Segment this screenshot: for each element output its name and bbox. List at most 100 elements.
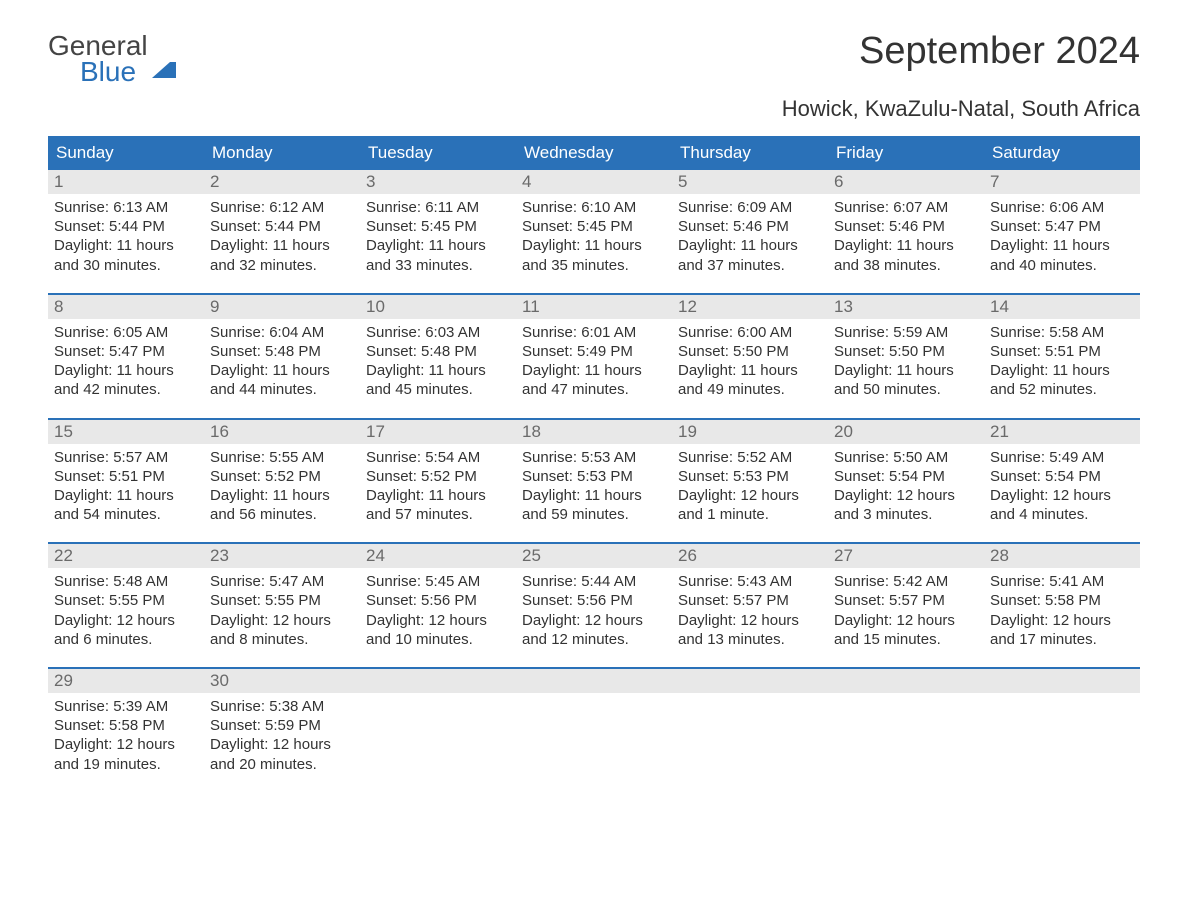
day-content: Sunrise: 5:59 AMSunset: 5:50 PMDaylight:…: [828, 319, 984, 408]
daylight-text: and 42 minutes.: [54, 380, 198, 399]
calendar-cell: 26Sunrise: 5:43 AMSunset: 5:57 PMDayligh…: [672, 544, 828, 657]
day-number: 14: [984, 295, 1140, 319]
sunset-text: Sunset: 5:54 PM: [990, 467, 1134, 486]
day-number: 12: [672, 295, 828, 319]
calendar-cell: 7Sunrise: 6:06 AMSunset: 5:47 PMDaylight…: [984, 170, 1140, 283]
calendar-cell: 1Sunrise: 6:13 AMSunset: 5:44 PMDaylight…: [48, 170, 204, 283]
day-number: 30: [204, 669, 360, 693]
day-label: Monday: [204, 136, 360, 170]
calendar-cell: [984, 669, 1140, 782]
calendar-cell: 14Sunrise: 5:58 AMSunset: 5:51 PMDayligh…: [984, 295, 1140, 408]
day-number: 26: [672, 544, 828, 568]
sunrise-text: Sunrise: 5:50 AM: [834, 448, 978, 467]
day-number: 24: [360, 544, 516, 568]
daylight-text: and 4 minutes.: [990, 505, 1134, 524]
calendar-week: 8Sunrise: 6:05 AMSunset: 5:47 PMDaylight…: [48, 293, 1140, 408]
daylight-text: Daylight: 11 hours: [366, 236, 510, 255]
day-number-empty: [984, 669, 1140, 693]
daylight-text: Daylight: 11 hours: [678, 236, 822, 255]
day-number: 8: [48, 295, 204, 319]
daylight-text: and 6 minutes.: [54, 630, 198, 649]
day-number: 11: [516, 295, 672, 319]
sunset-text: Sunset: 5:57 PM: [678, 591, 822, 610]
daylight-text: Daylight: 12 hours: [54, 735, 198, 754]
day-number: 10: [360, 295, 516, 319]
daylight-text: Daylight: 11 hours: [210, 236, 354, 255]
day-content: Sunrise: 5:49 AMSunset: 5:54 PMDaylight:…: [984, 444, 1140, 533]
calendar-cell: 4Sunrise: 6:10 AMSunset: 5:45 PMDaylight…: [516, 170, 672, 283]
daylight-text: Daylight: 12 hours: [366, 611, 510, 630]
day-content: Sunrise: 6:03 AMSunset: 5:48 PMDaylight:…: [360, 319, 516, 408]
daylight-text: and 40 minutes.: [990, 256, 1134, 275]
day-content: Sunrise: 6:10 AMSunset: 5:45 PMDaylight:…: [516, 194, 672, 283]
day-number: 16: [204, 420, 360, 444]
day-content: Sunrise: 5:57 AMSunset: 5:51 PMDaylight:…: [48, 444, 204, 533]
daylight-text: and 33 minutes.: [366, 256, 510, 275]
sunset-text: Sunset: 5:56 PM: [522, 591, 666, 610]
calendar-cell: 28Sunrise: 5:41 AMSunset: 5:58 PMDayligh…: [984, 544, 1140, 657]
sunrise-text: Sunrise: 5:52 AM: [678, 448, 822, 467]
sunset-text: Sunset: 5:55 PM: [210, 591, 354, 610]
sunrise-text: Sunrise: 6:06 AM: [990, 198, 1134, 217]
sunrise-text: Sunrise: 6:11 AM: [366, 198, 510, 217]
sunset-text: Sunset: 5:44 PM: [210, 217, 354, 236]
sunrise-text: Sunrise: 6:03 AM: [366, 323, 510, 342]
day-content: Sunrise: 5:43 AMSunset: 5:57 PMDaylight:…: [672, 568, 828, 657]
daylight-text: Daylight: 11 hours: [678, 361, 822, 380]
sunrise-text: Sunrise: 6:05 AM: [54, 323, 198, 342]
sunset-text: Sunset: 5:49 PM: [522, 342, 666, 361]
daylight-text: Daylight: 12 hours: [834, 486, 978, 505]
day-label: Saturday: [984, 136, 1140, 170]
daylight-text: Daylight: 12 hours: [210, 611, 354, 630]
daylight-text: and 52 minutes.: [990, 380, 1134, 399]
sunset-text: Sunset: 5:52 PM: [210, 467, 354, 486]
sunrise-text: Sunrise: 5:48 AM: [54, 572, 198, 591]
day-number: 2: [204, 170, 360, 194]
day-number: 15: [48, 420, 204, 444]
daylight-text: Daylight: 11 hours: [990, 236, 1134, 255]
sunrise-text: Sunrise: 5:45 AM: [366, 572, 510, 591]
sunset-text: Sunset: 5:50 PM: [834, 342, 978, 361]
calendar-cell: 18Sunrise: 5:53 AMSunset: 5:53 PMDayligh…: [516, 420, 672, 533]
calendar-day-header: SundayMondayTuesdayWednesdayThursdayFrid…: [48, 136, 1140, 170]
sunrise-text: Sunrise: 5:38 AM: [210, 697, 354, 716]
day-label: Tuesday: [360, 136, 516, 170]
calendar-week: 1Sunrise: 6:13 AMSunset: 5:44 PMDaylight…: [48, 170, 1140, 283]
daylight-text: Daylight: 12 hours: [834, 611, 978, 630]
daylight-text: Daylight: 12 hours: [210, 735, 354, 754]
day-number: 27: [828, 544, 984, 568]
daylight-text: and 3 minutes.: [834, 505, 978, 524]
calendar-cell: 19Sunrise: 5:52 AMSunset: 5:53 PMDayligh…: [672, 420, 828, 533]
daylight-text: and 17 minutes.: [990, 630, 1134, 649]
day-number-empty: [828, 669, 984, 693]
daylight-text: Daylight: 11 hours: [522, 236, 666, 255]
daylight-text: Daylight: 11 hours: [522, 486, 666, 505]
daylight-text: Daylight: 12 hours: [54, 611, 198, 630]
day-content: Sunrise: 6:04 AMSunset: 5:48 PMDaylight:…: [204, 319, 360, 408]
sunrise-text: Sunrise: 5:58 AM: [990, 323, 1134, 342]
day-number-empty: [516, 669, 672, 693]
sunrise-text: Sunrise: 5:54 AM: [366, 448, 510, 467]
day-number: 18: [516, 420, 672, 444]
daylight-text: and 12 minutes.: [522, 630, 666, 649]
daylight-text: and 15 minutes.: [834, 630, 978, 649]
sunset-text: Sunset: 5:44 PM: [54, 217, 198, 236]
sunset-text: Sunset: 5:52 PM: [366, 467, 510, 486]
sunrise-text: Sunrise: 5:47 AM: [210, 572, 354, 591]
sunset-text: Sunset: 5:46 PM: [834, 217, 978, 236]
daylight-text: Daylight: 11 hours: [210, 361, 354, 380]
location-subtitle: Howick, KwaZulu-Natal, South Africa: [48, 96, 1140, 122]
calendar-cell: 8Sunrise: 6:05 AMSunset: 5:47 PMDaylight…: [48, 295, 204, 408]
day-content: Sunrise: 6:09 AMSunset: 5:46 PMDaylight:…: [672, 194, 828, 283]
daylight-text: Daylight: 12 hours: [678, 486, 822, 505]
daylight-text: Daylight: 11 hours: [834, 236, 978, 255]
calendar-cell: 25Sunrise: 5:44 AMSunset: 5:56 PMDayligh…: [516, 544, 672, 657]
day-content: Sunrise: 5:44 AMSunset: 5:56 PMDaylight:…: [516, 568, 672, 657]
sunrise-text: Sunrise: 6:12 AM: [210, 198, 354, 217]
sunrise-text: Sunrise: 6:09 AM: [678, 198, 822, 217]
day-content: Sunrise: 6:07 AMSunset: 5:46 PMDaylight:…: [828, 194, 984, 283]
page-title: September 2024: [859, 30, 1140, 73]
daylight-text: Daylight: 11 hours: [366, 486, 510, 505]
day-label: Friday: [828, 136, 984, 170]
calendar-cell: 20Sunrise: 5:50 AMSunset: 5:54 PMDayligh…: [828, 420, 984, 533]
